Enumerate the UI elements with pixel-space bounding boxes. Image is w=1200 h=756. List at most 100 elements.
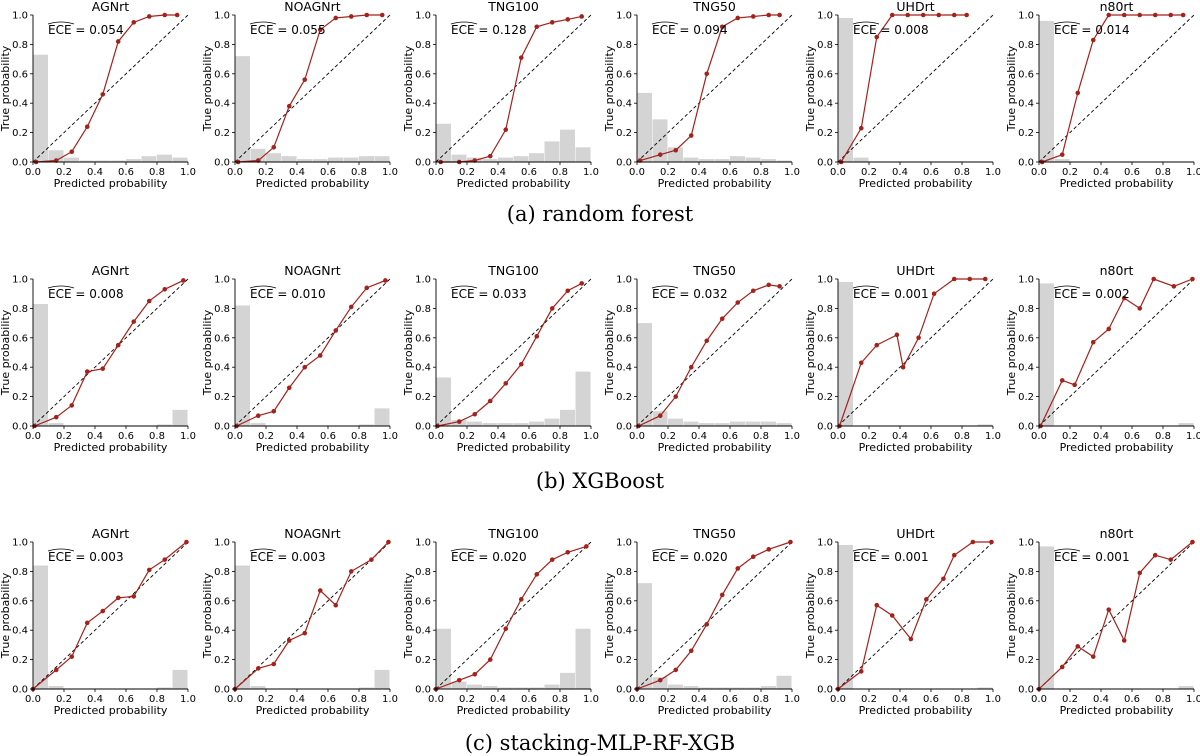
calibration-curve	[234, 541, 389, 690]
calibration-point	[766, 282, 772, 288]
calibration-point	[750, 14, 756, 19]
calibration-point	[174, 12, 180, 18]
x-tick-label: 0.4	[691, 167, 707, 178]
y-tick-label: 0.2	[214, 655, 230, 666]
x-tick-label: 0.2	[459, 694, 475, 705]
calibration-point	[364, 12, 370, 18]
calibration-point	[472, 411, 478, 417]
histogram-bar	[482, 423, 498, 426]
x-axis-label: Predicted probability	[54, 177, 168, 190]
y-tick-label: 0.2	[817, 392, 833, 403]
calibration-point	[967, 276, 973, 282]
histogram-bar	[668, 418, 683, 426]
histogram-bar	[637, 323, 652, 426]
diagonal-reference-line	[32, 14, 189, 163]
x-tick-label: 0.6	[722, 167, 738, 178]
y-axis-label: True probability	[201, 309, 214, 396]
panel-title: TNG100	[487, 526, 539, 541]
y-axis-label: True probability	[201, 572, 214, 659]
calibration-point	[766, 12, 772, 18]
calibration-panel: 0.0 0.2 0.4 0.6 0.8 1.0 0.0 0.2 0.4 0.6 0.8 1.0 NOAG…	[201, 0, 398, 190]
y-tick-label: 0.0	[12, 422, 28, 433]
y-tick-label: 1.0	[415, 275, 431, 286]
calibration-point	[1152, 552, 1158, 558]
x-tick-label: 0.2	[861, 694, 877, 705]
x-tick-label: 0.0	[629, 694, 645, 705]
histogram-bar	[328, 157, 343, 162]
x-tick-label: 0.2	[1062, 167, 1078, 178]
calibration-panel: 0.0 0.2 0.4 0.6 0.8 1.0 0.0 0.2 0.4 0.6 0.8 1.0 AGNr…	[0, 263, 196, 454]
histogram-bar	[745, 421, 761, 426]
y-tick-label: 0.2	[12, 128, 28, 139]
x-tick-label: 0.2	[56, 167, 72, 178]
calibration-point	[333, 602, 339, 608]
calibration-point	[1168, 12, 1174, 18]
y-tick-label: 0.0	[1018, 158, 1034, 169]
histogram-bar	[157, 154, 172, 162]
x-tick-label: 0.4	[87, 431, 103, 442]
x-tick-label: 0.6	[521, 167, 537, 178]
x-axis-label: Predicted probability	[457, 441, 571, 454]
y-axis-label: True probability	[0, 45, 12, 132]
histogram-bar	[482, 159, 498, 162]
ece-hat-accent	[47, 285, 75, 289]
calibration-point	[84, 124, 90, 130]
x-tick-label: 0.8	[149, 694, 165, 705]
calibration-point	[1106, 326, 1112, 332]
ece-label: ECE = 0.001	[853, 287, 929, 301]
panel-title: TNG50	[692, 0, 736, 14]
y-tick-label: 1.0	[1018, 11, 1034, 22]
histogram-bar	[853, 157, 869, 162]
y-tick-label: 1.0	[415, 11, 431, 22]
x-tick-label: 0.2	[56, 694, 72, 705]
calibration-point	[1168, 557, 1174, 562]
histogram-bar	[498, 687, 513, 689]
calibration-panel: 0.0 0.2 0.4 0.6 0.8 1.0 0.0 0.2 0.4 0.6 0.8 1.0 AGNr…	[0, 0, 196, 190]
ece-hat-accent	[1053, 285, 1081, 289]
calibration-point	[1090, 37, 1096, 43]
calibration-curve	[236, 279, 386, 427]
y-tick-label: 1.0	[616, 11, 632, 22]
x-tick-label: 0.0	[428, 167, 444, 178]
x-axis-label: Predicted probability	[54, 704, 168, 717]
x-tick-label: 0.8	[753, 431, 769, 442]
ece-hat-accent	[651, 21, 679, 25]
x-tick-label: 0.4	[691, 431, 707, 442]
x-tick-label: 0.2	[660, 694, 676, 705]
panel-title: AGNrt	[92, 263, 130, 278]
calibration-point	[894, 332, 900, 338]
histogram-bar	[730, 687, 745, 689]
x-tick-label: 1.0	[784, 694, 800, 705]
y-tick-label: 0.0	[1018, 422, 1034, 433]
y-axis-label: True probability	[1005, 309, 1018, 396]
histogram-bar	[1178, 686, 1194, 689]
calibration-point	[1106, 12, 1112, 18]
calibration-point	[549, 557, 555, 562]
y-tick-label: 0.0	[214, 685, 230, 696]
calibration-point	[302, 364, 308, 370]
y-tick-label: 0.2	[1018, 128, 1034, 139]
histogram-bar	[683, 421, 699, 426]
x-tick-label: 0.0	[830, 694, 846, 705]
x-tick-label: 0.2	[258, 694, 274, 705]
histogram-bar	[250, 423, 266, 426]
histogram-bar	[575, 628, 591, 689]
x-tick-label: 0.4	[1093, 694, 1109, 705]
calibration-point	[84, 369, 90, 374]
calibration-point	[750, 288, 756, 294]
histogram-bar	[359, 156, 374, 162]
calibration-point	[1137, 12, 1143, 18]
ece-label: ECE = 0.003	[48, 550, 124, 564]
panel-title: AGNrt	[92, 0, 130, 14]
calibration-curve	[440, 15, 582, 163]
calibration-point	[286, 385, 292, 391]
x-tick-label: 0.8	[351, 167, 367, 178]
panel-title: UHDrt	[896, 263, 934, 278]
x-tick-label: 0.4	[1093, 431, 1109, 442]
panel-title: NOAGNrt	[284, 526, 340, 541]
y-axis-label: True probability	[201, 45, 214, 132]
histogram-bar	[1039, 283, 1054, 426]
histogram-bar	[761, 421, 776, 426]
calibration-point	[989, 539, 994, 545]
ece-label: ECE = 0.001	[1054, 550, 1130, 564]
